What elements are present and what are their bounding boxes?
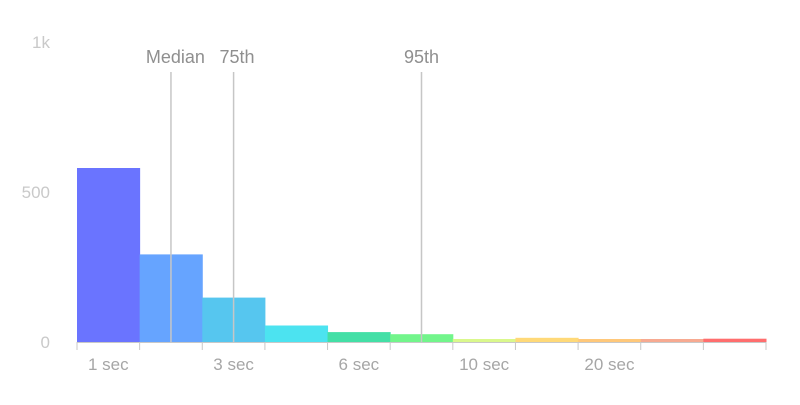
histogram-bar bbox=[703, 338, 767, 342]
percentile-marker-label: Median bbox=[146, 47, 205, 67]
histogram-bar bbox=[264, 325, 329, 342]
x-tick-label: 6 sec bbox=[339, 355, 380, 374]
percentile-marker-label: 95th bbox=[404, 47, 439, 67]
x-tick-label: 3 sec bbox=[213, 355, 254, 374]
percentile-markers: Median 75th 95th bbox=[146, 47, 439, 342]
percentile-marker-label: 75th bbox=[220, 47, 255, 67]
histogram-bar bbox=[452, 339, 516, 342]
histogram-bar bbox=[640, 339, 704, 342]
y-tick-label: 500 bbox=[22, 183, 50, 202]
x-tick-label: 1 sec bbox=[88, 355, 129, 374]
y-axis: 0 500 1k bbox=[22, 33, 51, 352]
histogram-bar bbox=[77, 168, 141, 342]
histogram-bar bbox=[515, 337, 579, 342]
x-axis: 1 sec 3 sec 6 sec 10 sec 20 sec bbox=[76, 342, 767, 374]
x-tick-label: 10 sec bbox=[459, 355, 510, 374]
histogram-bar bbox=[327, 332, 391, 342]
y-tick-label: 0 bbox=[41, 333, 50, 352]
histogram-bar bbox=[578, 339, 642, 342]
y-tick-label: 1k bbox=[32, 33, 50, 52]
x-tick-label: 20 sec bbox=[584, 355, 635, 374]
